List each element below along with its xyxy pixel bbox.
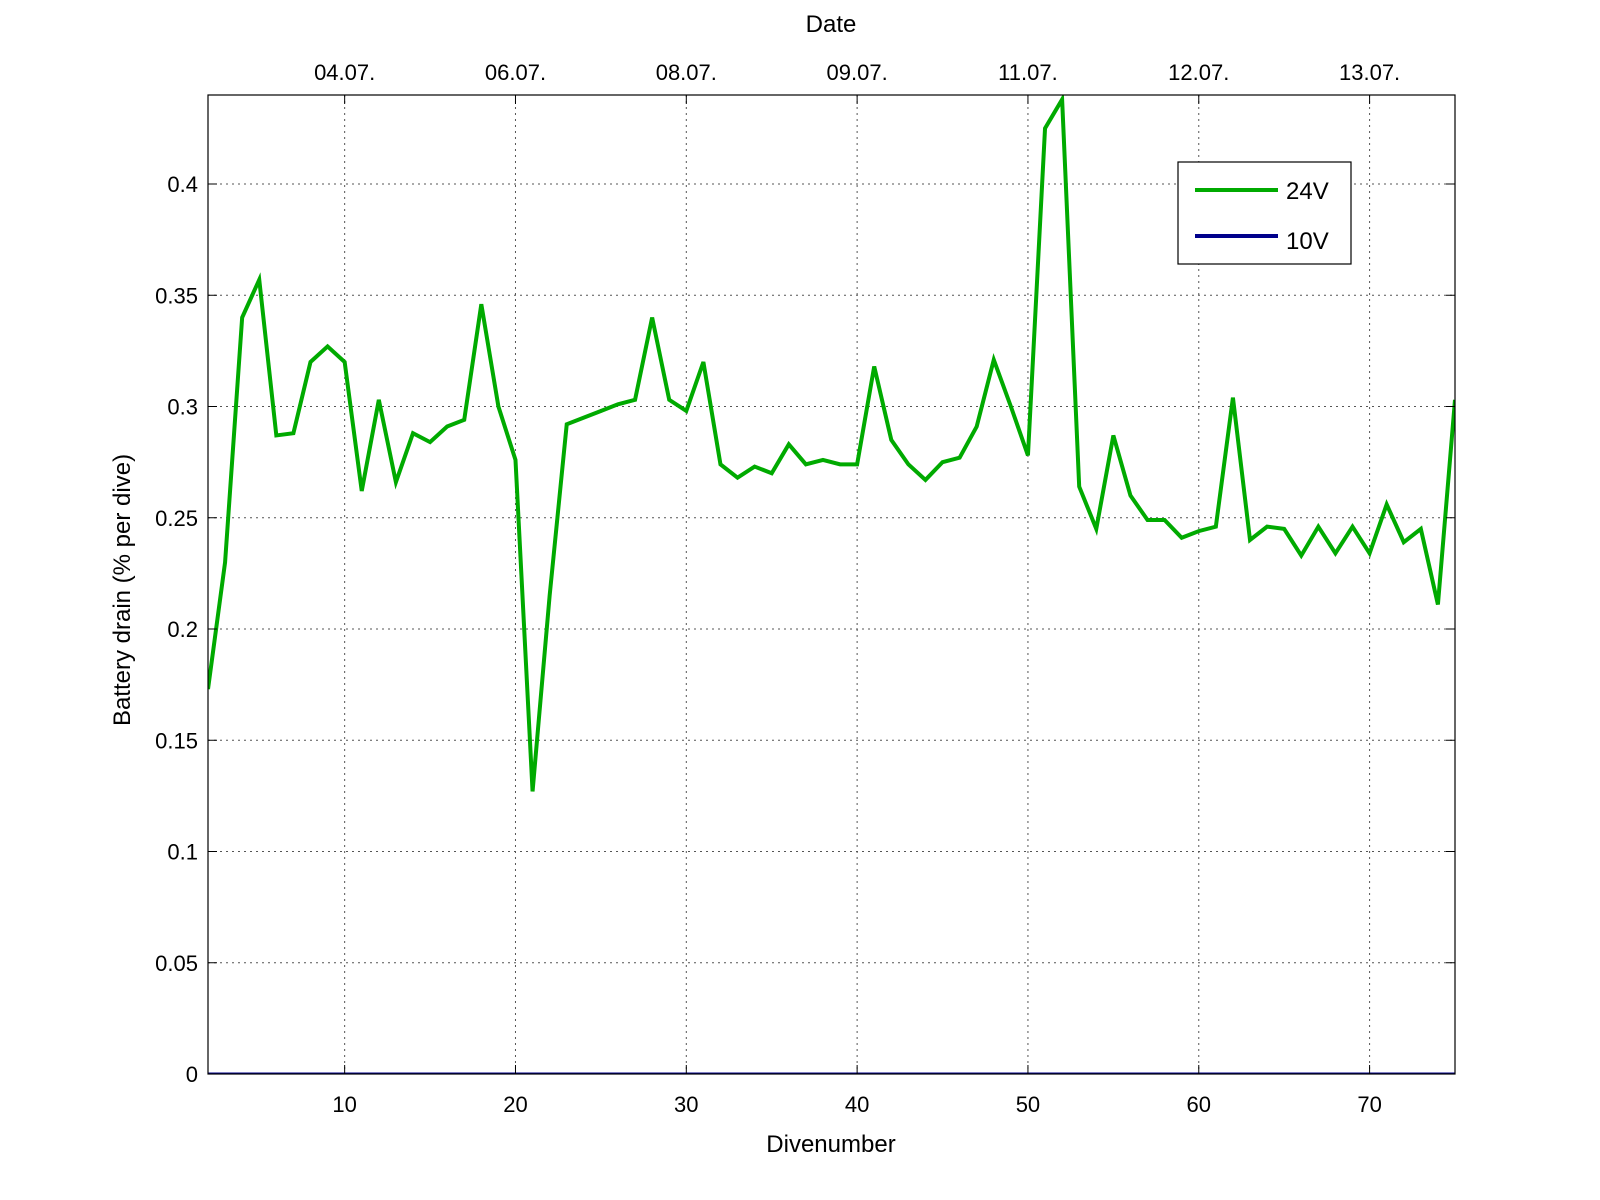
top-tick-label: 08.07. <box>656 60 717 85</box>
x-tick-label: 50 <box>1016 1092 1040 1117</box>
x-axis-title: Divenumber <box>766 1131 895 1158</box>
series-layer <box>208 95 1455 1074</box>
series-line-24v <box>208 95 1455 792</box>
legend-box <box>1177 161 1352 265</box>
top-tick-label: 04.07. <box>314 60 375 85</box>
y-tick-label: 0.1 <box>167 840 198 865</box>
top-tick-label: 11.07. <box>998 60 1058 85</box>
y-tick-label: 0.25 <box>155 506 198 531</box>
plot-area-frame <box>207 94 1456 1075</box>
top-tick-label: 09.07. <box>827 60 888 85</box>
top-tick-label: 13.07. <box>1339 60 1400 85</box>
top-tick-label: 12.07. <box>1168 60 1229 85</box>
y-tick-label: 0.05 <box>155 951 198 976</box>
y-tick-label: 0 <box>186 1062 198 1087</box>
top-axis-title: Date <box>806 11 857 38</box>
y-tick-label: 0.3 <box>167 395 198 420</box>
legend-label-24v: 24V <box>1286 178 1329 205</box>
x-tick-label: 60 <box>1187 1092 1211 1117</box>
y-tick-label: 0.15 <box>155 728 198 753</box>
x-tick-label: 30 <box>674 1092 698 1117</box>
x-tick-label: 10 <box>332 1092 356 1117</box>
legend: 24V 10V <box>1177 161 1352 265</box>
top-tick-label: 06.07. <box>485 60 546 85</box>
ticks-layer: 10 20 30 40 50 60 70 04.07. 06.07. 08.07. 09.07. 11… <box>155 60 1455 1117</box>
y-tick-label: 0.2 <box>167 617 198 642</box>
legend-label-10v: 10V <box>1286 228 1329 255</box>
x-tick-label: 70 <box>1357 1092 1381 1117</box>
y-axis-title: Battery drain (% per dive) <box>109 454 136 726</box>
y-tick-label: 0.4 <box>167 172 198 197</box>
y-tick-label: 0.35 <box>155 283 198 308</box>
x-tick-label: 40 <box>845 1092 869 1117</box>
x-tick-label: 20 <box>503 1092 527 1117</box>
